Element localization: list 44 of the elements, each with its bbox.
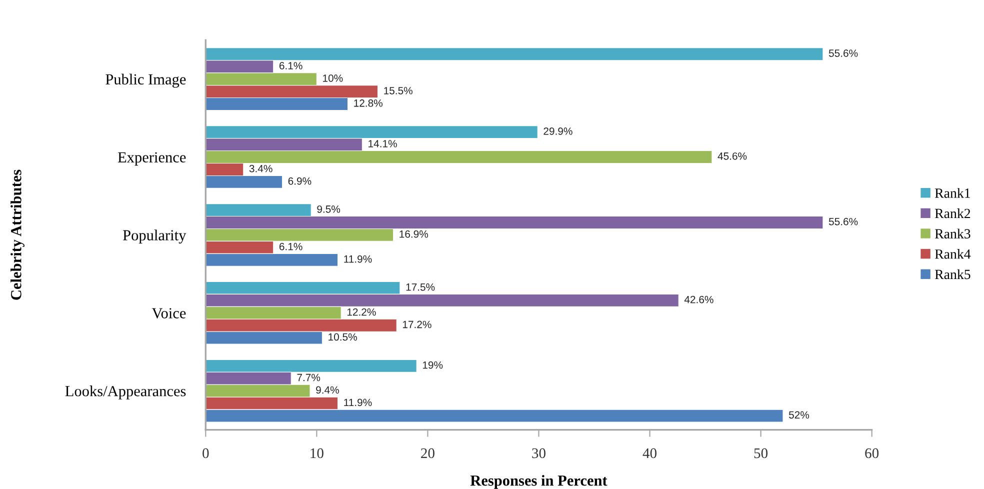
data-label: 12.2% — [347, 308, 376, 316]
data-label: 11.9% — [344, 398, 372, 406]
data-label: 29.9% — [544, 127, 572, 135]
x-tick-label: 60 — [865, 448, 879, 458]
data-label: 42.6% — [684, 296, 714, 304]
y-axis-title: Celebrity Attributes — [10, 170, 24, 300]
y-tick-label: Experience — [118, 152, 186, 166]
data-label: 6.1% — [279, 242, 302, 250]
y-tick-label: Looks/Appearances — [65, 386, 186, 400]
y-tick-label: Public Image — [106, 74, 186, 88]
data-label: 6.9% — [288, 177, 312, 185]
data-label: 55.6% — [828, 50, 858, 57]
data-label: 45.6% — [718, 152, 747, 160]
data-label: 19% — [422, 361, 443, 369]
data-label: 9.5% — [317, 205, 340, 213]
data-label: 3.4% — [249, 164, 272, 172]
y-tick-label: Voice — [152, 308, 186, 318]
x-tick-label: 40 — [642, 448, 657, 458]
y-tick-label: Popularity — [122, 230, 186, 244]
data-label: 16.9% — [400, 230, 428, 238]
legend-label: Rank2 — [934, 208, 970, 218]
data-label: 6.1% — [279, 62, 302, 70]
legend-label: Rank5 — [934, 269, 970, 280]
x-tick-label: 20 — [421, 448, 434, 458]
data-label: 11.9% — [344, 255, 372, 263]
x-tick-label: 0 — [202, 448, 209, 458]
data-label: 10.5% — [328, 333, 357, 341]
data-label: 52% — [788, 411, 810, 419]
data-label: 17.5% — [406, 283, 435, 291]
x-tick-label: 30 — [532, 448, 546, 458]
data-label: 17.2% — [402, 320, 432, 328]
x-tick-label: 50 — [754, 448, 768, 458]
legend-label: Rank4 — [934, 249, 971, 259]
data-label: 14.1% — [368, 140, 397, 148]
legend-label: Rank3 — [934, 228, 970, 238]
data-label: 15.5% — [384, 87, 412, 94]
data-label: 9.4% — [316, 386, 339, 394]
data-label: 7.7% — [297, 374, 320, 382]
legend-label: Rank1 — [934, 188, 970, 198]
x-tick-label: 10 — [310, 448, 324, 458]
data-label: 12.8% — [354, 99, 382, 107]
data-label: 10% — [323, 74, 343, 82]
x-axis-title: Responses in Percent — [470, 475, 608, 489]
data-label: 55.6% — [828, 218, 858, 226]
